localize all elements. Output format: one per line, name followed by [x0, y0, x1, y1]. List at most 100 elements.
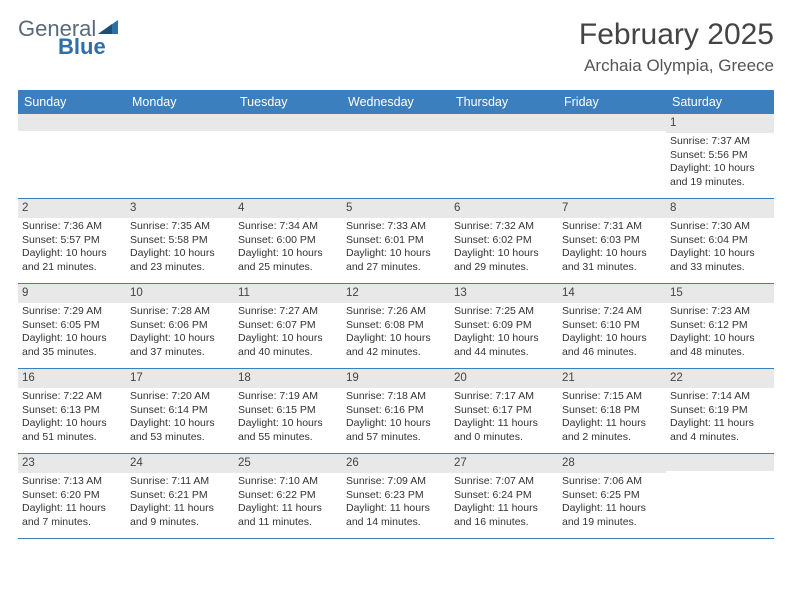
- sunrise-text: Sunrise: 7:31 AM: [562, 220, 662, 234]
- calendar-cell: 20Sunrise: 7:17 AMSunset: 6:17 PMDayligh…: [450, 369, 558, 453]
- cell-body: Sunrise: 7:19 AMSunset: 6:15 PMDaylight:…: [234, 388, 342, 449]
- sunset-text: Sunset: 6:09 PM: [454, 319, 554, 333]
- daylight-text: Daylight: 10 hours and 55 minutes.: [238, 417, 338, 444]
- calendar-cell: 24Sunrise: 7:11 AMSunset: 6:21 PMDayligh…: [126, 454, 234, 538]
- cell-body: Sunrise: 7:18 AMSunset: 6:16 PMDaylight:…: [342, 388, 450, 449]
- weekday-header-row: Sunday Monday Tuesday Wednesday Thursday…: [18, 90, 774, 114]
- daylight-text: Daylight: 10 hours and 42 minutes.: [346, 332, 446, 359]
- date-number: 6: [450, 199, 558, 218]
- cell-body: Sunrise: 7:07 AMSunset: 6:24 PMDaylight:…: [450, 473, 558, 534]
- calendar-cell: 22Sunrise: 7:14 AMSunset: 6:19 PMDayligh…: [666, 369, 774, 453]
- daylight-text: Daylight: 10 hours and 48 minutes.: [670, 332, 770, 359]
- date-number: 25: [234, 454, 342, 473]
- daylight-text: Daylight: 11 hours and 16 minutes.: [454, 502, 554, 529]
- cell-body: Sunrise: 7:28 AMSunset: 6:06 PMDaylight:…: [126, 303, 234, 364]
- date-number: [234, 114, 342, 131]
- date-number: 13: [450, 284, 558, 303]
- sunset-text: Sunset: 6:23 PM: [346, 489, 446, 503]
- cell-body: Sunrise: 7:33 AMSunset: 6:01 PMDaylight:…: [342, 218, 450, 279]
- calendar-cell: 28Sunrise: 7:06 AMSunset: 6:25 PMDayligh…: [558, 454, 666, 538]
- brand-logo: General Blue: [18, 18, 120, 58]
- date-number: 5: [342, 199, 450, 218]
- sunrise-text: Sunrise: 7:35 AM: [130, 220, 230, 234]
- calendar-cell: 21Sunrise: 7:15 AMSunset: 6:18 PMDayligh…: [558, 369, 666, 453]
- daylight-text: Daylight: 10 hours and 44 minutes.: [454, 332, 554, 359]
- calendar-cell: 19Sunrise: 7:18 AMSunset: 6:16 PMDayligh…: [342, 369, 450, 453]
- date-number: [666, 454, 774, 471]
- calendar-cell: 27Sunrise: 7:07 AMSunset: 6:24 PMDayligh…: [450, 454, 558, 538]
- calendar-week: 2Sunrise: 7:36 AMSunset: 5:57 PMDaylight…: [18, 199, 774, 284]
- weekday-header: Tuesday: [234, 90, 342, 114]
- daylight-text: Daylight: 10 hours and 46 minutes.: [562, 332, 662, 359]
- weeks-container: 1Sunrise: 7:37 AMSunset: 5:56 PMDaylight…: [18, 114, 774, 539]
- date-number: 22: [666, 369, 774, 388]
- sunrise-text: Sunrise: 7:32 AM: [454, 220, 554, 234]
- date-number: [342, 114, 450, 131]
- sunset-text: Sunset: 6:16 PM: [346, 404, 446, 418]
- weekday-header: Friday: [558, 90, 666, 114]
- sunrise-text: Sunrise: 7:20 AM: [130, 390, 230, 404]
- cell-body: Sunrise: 7:09 AMSunset: 6:23 PMDaylight:…: [342, 473, 450, 534]
- sunrise-text: Sunrise: 7:26 AM: [346, 305, 446, 319]
- cell-body: Sunrise: 7:17 AMSunset: 6:17 PMDaylight:…: [450, 388, 558, 449]
- sunrise-text: Sunrise: 7:29 AM: [22, 305, 122, 319]
- daylight-text: Daylight: 10 hours and 21 minutes.: [22, 247, 122, 274]
- calendar-week: 9Sunrise: 7:29 AMSunset: 6:05 PMDaylight…: [18, 284, 774, 369]
- cell-body: Sunrise: 7:22 AMSunset: 6:13 PMDaylight:…: [18, 388, 126, 449]
- calendar-cell: 23Sunrise: 7:13 AMSunset: 6:20 PMDayligh…: [18, 454, 126, 538]
- cell-body: Sunrise: 7:25 AMSunset: 6:09 PMDaylight:…: [450, 303, 558, 364]
- daylight-text: Daylight: 11 hours and 14 minutes.: [346, 502, 446, 529]
- calendar-cell: 12Sunrise: 7:26 AMSunset: 6:08 PMDayligh…: [342, 284, 450, 368]
- cell-body: Sunrise: 7:37 AMSunset: 5:56 PMDaylight:…: [666, 133, 774, 194]
- sunset-text: Sunset: 6:13 PM: [22, 404, 122, 418]
- date-number: [18, 114, 126, 131]
- date-number: 10: [126, 284, 234, 303]
- date-number: 21: [558, 369, 666, 388]
- sunset-text: Sunset: 6:07 PM: [238, 319, 338, 333]
- sunrise-text: Sunrise: 7:22 AM: [22, 390, 122, 404]
- cell-body: Sunrise: 7:31 AMSunset: 6:03 PMDaylight:…: [558, 218, 666, 279]
- cell-body: Sunrise: 7:29 AMSunset: 6:05 PMDaylight:…: [18, 303, 126, 364]
- calendar-week: 1Sunrise: 7:37 AMSunset: 5:56 PMDaylight…: [18, 114, 774, 199]
- cell-body: Sunrise: 7:11 AMSunset: 6:21 PMDaylight:…: [126, 473, 234, 534]
- calendar-cell: 9Sunrise: 7:29 AMSunset: 6:05 PMDaylight…: [18, 284, 126, 368]
- calendar-cell: 11Sunrise: 7:27 AMSunset: 6:07 PMDayligh…: [234, 284, 342, 368]
- cell-body: Sunrise: 7:20 AMSunset: 6:14 PMDaylight:…: [126, 388, 234, 449]
- cell-body: Sunrise: 7:06 AMSunset: 6:25 PMDaylight:…: [558, 473, 666, 534]
- month-title: February 2025: [579, 18, 774, 52]
- weekday-header: Thursday: [450, 90, 558, 114]
- sunrise-text: Sunrise: 7:34 AM: [238, 220, 338, 234]
- daylight-text: Daylight: 10 hours and 19 minutes.: [670, 162, 770, 189]
- calendar-cell: [342, 114, 450, 198]
- cell-body: Sunrise: 7:15 AMSunset: 6:18 PMDaylight:…: [558, 388, 666, 449]
- date-number: [126, 114, 234, 131]
- sunrise-text: Sunrise: 7:27 AM: [238, 305, 338, 319]
- sunset-text: Sunset: 6:24 PM: [454, 489, 554, 503]
- date-number: 18: [234, 369, 342, 388]
- sunset-text: Sunset: 6:06 PM: [130, 319, 230, 333]
- daylight-text: Daylight: 10 hours and 53 minutes.: [130, 417, 230, 444]
- calendar-cell: 16Sunrise: 7:22 AMSunset: 6:13 PMDayligh…: [18, 369, 126, 453]
- sunset-text: Sunset: 5:58 PM: [130, 234, 230, 248]
- calendar-cell: 10Sunrise: 7:28 AMSunset: 6:06 PMDayligh…: [126, 284, 234, 368]
- date-number: [558, 114, 666, 131]
- calendar-cell: 4Sunrise: 7:34 AMSunset: 6:00 PMDaylight…: [234, 199, 342, 283]
- location-text: Archaia Olympia, Greece: [579, 56, 774, 76]
- cell-body: Sunrise: 7:35 AMSunset: 5:58 PMDaylight:…: [126, 218, 234, 279]
- daylight-text: Daylight: 11 hours and 11 minutes.: [238, 502, 338, 529]
- calendar-cell: 18Sunrise: 7:19 AMSunset: 6:15 PMDayligh…: [234, 369, 342, 453]
- date-number: 17: [126, 369, 234, 388]
- sunrise-text: Sunrise: 7:13 AM: [22, 475, 122, 489]
- sunrise-text: Sunrise: 7:11 AM: [130, 475, 230, 489]
- daylight-text: Daylight: 10 hours and 29 minutes.: [454, 247, 554, 274]
- cell-body: Sunrise: 7:24 AMSunset: 6:10 PMDaylight:…: [558, 303, 666, 364]
- cell-body: Sunrise: 7:27 AMSunset: 6:07 PMDaylight:…: [234, 303, 342, 364]
- sunset-text: Sunset: 6:15 PM: [238, 404, 338, 418]
- logo-text: General Blue: [18, 18, 120, 58]
- sunrise-text: Sunrise: 7:37 AM: [670, 135, 770, 149]
- calendar-cell: [666, 454, 774, 538]
- daylight-text: Daylight: 11 hours and 7 minutes.: [22, 502, 122, 529]
- calendar-cell: 6Sunrise: 7:32 AMSunset: 6:02 PMDaylight…: [450, 199, 558, 283]
- sunrise-text: Sunrise: 7:10 AM: [238, 475, 338, 489]
- calendar-cell: 8Sunrise: 7:30 AMSunset: 6:04 PMDaylight…: [666, 199, 774, 283]
